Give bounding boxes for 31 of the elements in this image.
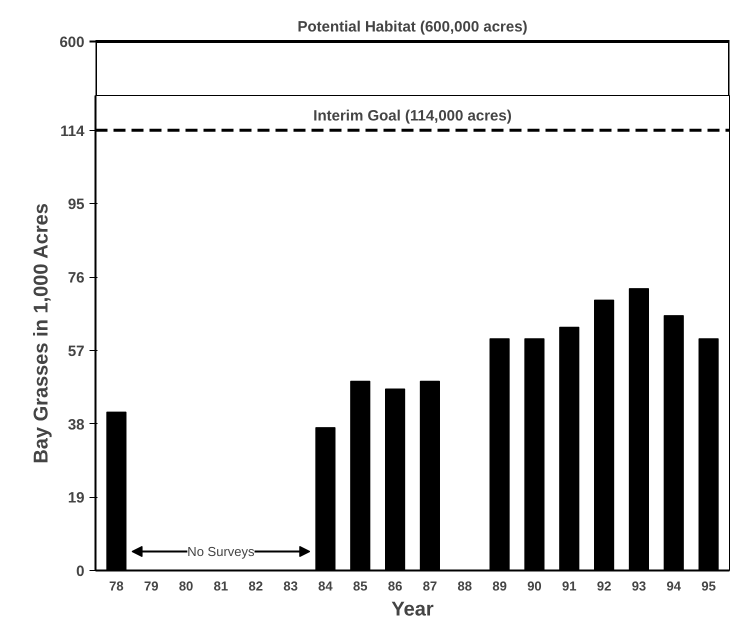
x-tick-label: 79 <box>144 578 158 594</box>
ref-line-label: Interim Goal (114,000 acres) <box>313 107 512 124</box>
y-tick-label: 19 <box>68 490 85 507</box>
x-tick-label: 89 <box>492 578 507 594</box>
y-tick-label: 0 <box>76 563 84 580</box>
y-tick-label: 38 <box>68 416 85 434</box>
annotation: No Surveys <box>187 544 255 559</box>
x-tick-label: 85 <box>353 578 368 594</box>
x-tick-label: 80 <box>178 578 194 594</box>
x-tick-label: 94 <box>666 578 682 594</box>
x-tick-label: 93 <box>632 578 646 594</box>
x-tick-label: 92 <box>596 578 612 594</box>
x-tick-label: 81 <box>214 578 228 594</box>
y-tick-label: 76 <box>68 270 85 287</box>
x-tick-label: 91 <box>562 578 576 594</box>
x-tick-label: 86 <box>388 578 402 594</box>
x-tick-label: 90 <box>527 578 542 594</box>
x-axis-title: Year <box>391 598 434 620</box>
x-tick-label: 78 <box>109 578 124 594</box>
x-tick-label: 87 <box>422 578 438 594</box>
y-tick-label: 57 <box>68 342 85 360</box>
x-tick-label: 82 <box>248 578 263 594</box>
text: Potential Habitat (600,000 acres) <box>297 18 528 36</box>
text: 600 <box>59 34 85 52</box>
x-tick-label: 84 <box>318 578 334 594</box>
y-axis-title: Bay Grasses in 1,000 Acres <box>30 203 52 464</box>
y-tick-label: 95 <box>68 196 85 214</box>
x-tick-label: 95 <box>701 578 716 594</box>
y-tick-label: 114 <box>60 122 86 140</box>
x-tick-label: 83 <box>283 578 298 594</box>
x-tick-label: 88 <box>458 578 472 594</box>
